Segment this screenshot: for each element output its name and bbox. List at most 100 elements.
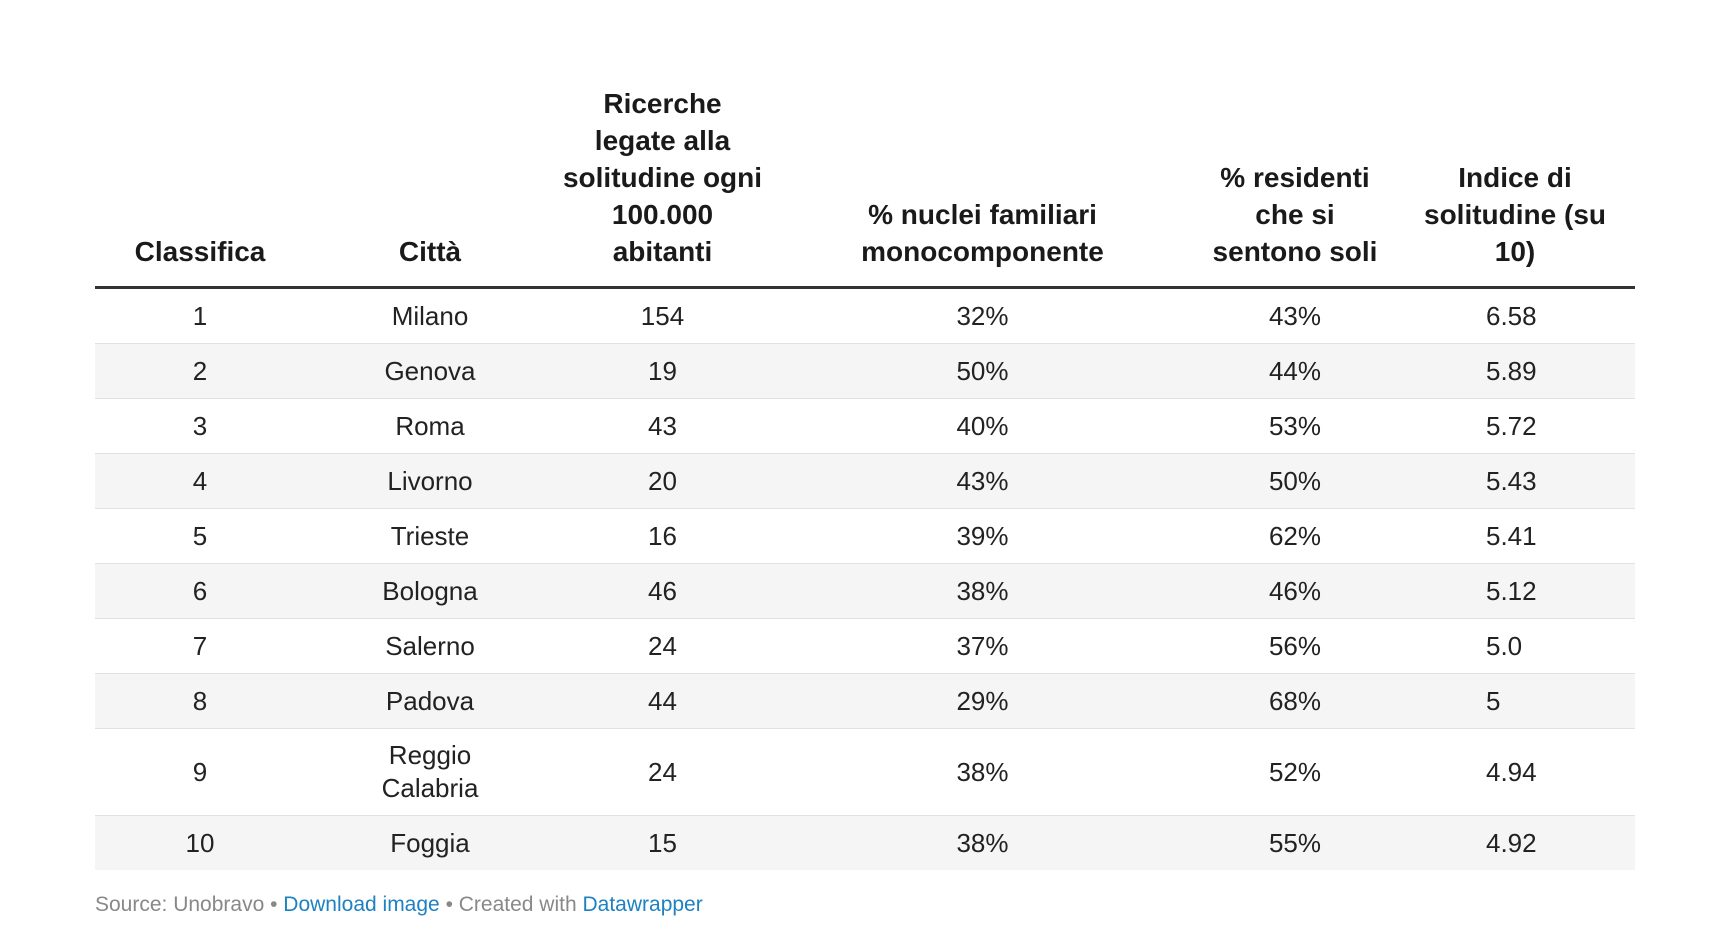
cell-rank: 1	[95, 287, 305, 344]
cell-single-households: 50%	[770, 343, 1195, 399]
cell-searches: 46	[555, 563, 770, 619]
separator: •	[264, 893, 284, 916]
source-text: Source: Unobravo	[95, 893, 265, 916]
city-name: Genova	[384, 355, 476, 386]
cell-searches: 20	[555, 453, 770, 509]
header-row: Classifica Città Ricerche legate alla so…	[95, 60, 1635, 289]
cell-single-households: 29%	[770, 673, 1195, 729]
column-header-indice[interactable]: Indice di solitudine (su 10)	[1395, 60, 1635, 289]
cell-lonely-residents: 46%	[1195, 563, 1395, 619]
index-value: 4.94	[1486, 756, 1537, 787]
column-header-citta[interactable]: Città	[305, 60, 555, 289]
footer: Source: Unobravo • Download image • Crea…	[95, 893, 703, 917]
cell-loneliness-index: 5.89	[1395, 343, 1635, 399]
cell-lonely-residents: 56%	[1195, 618, 1395, 674]
column-header-ricerche[interactable]: Ricerche legate alla solitudine ogni 100…	[555, 60, 770, 289]
cell-city: Salerno	[305, 618, 555, 674]
download-image-link[interactable]: Download image	[283, 893, 440, 916]
cell-lonely-residents: 44%	[1195, 343, 1395, 399]
city-name: Padova	[385, 685, 475, 716]
cell-loneliness-index: 5.72	[1395, 398, 1635, 454]
table-row: 9 Reggio Calabria 24 38% 52% 4.94	[95, 728, 1635, 816]
cell-rank: 8	[95, 673, 305, 729]
index-value: 4.92	[1486, 827, 1537, 858]
cell-single-households: 43%	[770, 453, 1195, 509]
table-row: 6 Bologna 46 38% 46% 5.12	[95, 563, 1635, 619]
cell-lonely-residents: 43%	[1195, 287, 1395, 344]
city-name: Bologna	[382, 575, 478, 606]
cell-city: Trieste	[305, 508, 555, 564]
cell-lonely-residents: 52%	[1195, 728, 1395, 816]
cell-lonely-residents: 55%	[1195, 815, 1395, 870]
cell-loneliness-index: 5.41	[1395, 508, 1635, 564]
cell-single-households: 38%	[770, 815, 1195, 870]
cell-single-households: 40%	[770, 398, 1195, 454]
table-row: 5 Trieste 16 39% 62% 5.41	[95, 508, 1635, 564]
created-with-text: Created with	[458, 893, 577, 916]
separator: •	[439, 893, 459, 916]
cell-searches: 154	[555, 287, 770, 344]
city-name: Salerno	[385, 630, 475, 661]
cell-lonely-residents: 53%	[1195, 398, 1395, 454]
cell-searches: 16	[555, 508, 770, 564]
cell-searches: 43	[555, 398, 770, 454]
column-header-classifica[interactable]: Classifica	[95, 60, 305, 289]
cell-searches: 24	[555, 618, 770, 674]
index-value: 5	[1486, 685, 1501, 716]
city-name: Milano	[391, 300, 469, 331]
cell-rank: 7	[95, 618, 305, 674]
cell-single-households: 38%	[770, 728, 1195, 816]
index-value: 5.43	[1486, 465, 1537, 496]
city-name: Livorno	[387, 465, 473, 496]
table-row: 2 Genova 19 50% 44% 5.89	[95, 343, 1635, 399]
cell-city: Milano	[305, 287, 555, 344]
cell-loneliness-index: 6.58	[1395, 287, 1635, 344]
cell-city: Livorno	[305, 453, 555, 509]
cell-lonely-residents: 68%	[1195, 673, 1395, 729]
cell-lonely-residents: 50%	[1195, 453, 1395, 509]
cell-loneliness-index: 4.92	[1395, 815, 1635, 870]
index-value: 6.58	[1486, 300, 1537, 331]
cell-single-households: 38%	[770, 563, 1195, 619]
table-container: Classifica Città Ricerche legate alla so…	[95, 60, 1635, 870]
cell-rank: 6	[95, 563, 305, 619]
index-value: 5.41	[1486, 520, 1537, 551]
cell-searches: 15	[555, 815, 770, 870]
cell-rank: 2	[95, 343, 305, 399]
table-row: 3 Roma 43 40% 53% 5.72	[95, 398, 1635, 454]
cell-single-households: 37%	[770, 618, 1195, 674]
cell-searches: 44	[555, 673, 770, 729]
cell-loneliness-index: 5.12	[1395, 563, 1635, 619]
city-name: Trieste	[390, 520, 470, 551]
city-name: Foggia	[390, 827, 470, 858]
table-row: 4 Livorno 20 43% 50% 5.43	[95, 453, 1635, 509]
cell-city: Bologna	[305, 563, 555, 619]
table-row: 10 Foggia 15 38% 55% 4.92	[95, 815, 1635, 870]
cell-rank: 4	[95, 453, 305, 509]
cell-city: Padova	[305, 673, 555, 729]
cell-single-households: 32%	[770, 287, 1195, 344]
index-value: 5.72	[1486, 410, 1537, 441]
index-value: 5.0	[1486, 630, 1523, 661]
cell-rank: 10	[95, 815, 305, 870]
cell-city: Roma	[305, 398, 555, 454]
cell-city: Foggia	[305, 815, 555, 870]
cell-loneliness-index: 5	[1395, 673, 1635, 729]
cell-lonely-residents: 62%	[1195, 508, 1395, 564]
city-name: Roma	[395, 410, 465, 441]
cell-city: Reggio Calabria	[305, 728, 555, 816]
cell-rank: 9	[95, 728, 305, 816]
cell-loneliness-index: 4.94	[1395, 728, 1635, 816]
index-value: 5.12	[1486, 575, 1537, 606]
table-row: 7 Salerno 24 37% 56% 5.0	[95, 618, 1635, 674]
table-row: 1 Milano 154 32% 43% 6.58	[95, 287, 1635, 344]
index-value: 5.89	[1486, 355, 1537, 386]
cell-searches: 19	[555, 343, 770, 399]
datawrapper-link[interactable]: Datawrapper	[582, 893, 703, 916]
cell-single-households: 39%	[770, 508, 1195, 564]
city-name: Reggio Calabria	[381, 740, 479, 803]
data-table: Classifica Città Ricerche legate alla so…	[95, 60, 1635, 870]
cell-loneliness-index: 5.0	[1395, 618, 1635, 674]
column-header-residenti[interactable]: % residenti che si sentono soli	[1195, 60, 1395, 289]
column-header-nuclei[interactable]: % nuclei familiari monocomponente	[770, 60, 1195, 289]
